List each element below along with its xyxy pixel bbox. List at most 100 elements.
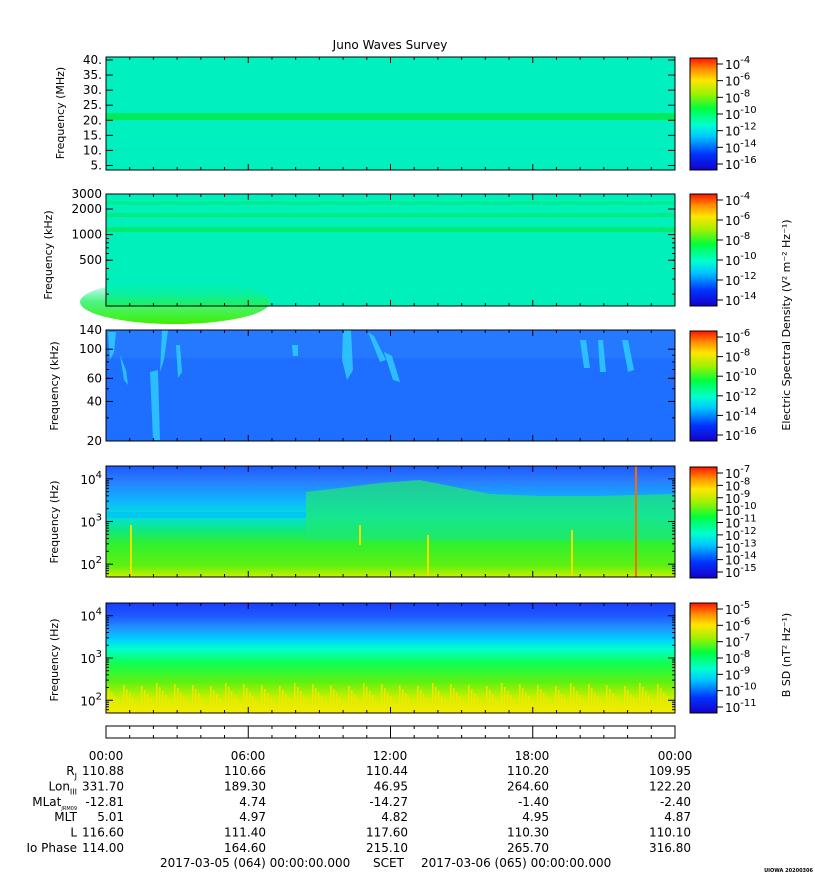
spike [405, 693, 407, 713]
ephemeris-label: MLT [54, 810, 77, 824]
y-tick-label: 140 [79, 323, 102, 337]
spike [378, 703, 380, 713]
spike [258, 704, 260, 713]
spike [654, 703, 656, 713]
spike [336, 693, 338, 713]
spike [462, 700, 464, 713]
spike [507, 691, 509, 713]
spike [591, 688, 593, 713]
y-tick-label: 20. [83, 113, 102, 127]
y-tick-label: 40 [87, 394, 102, 408]
spike [360, 702, 362, 713]
spike [318, 692, 320, 713]
spike [597, 696, 599, 713]
colorbar-lf-khz [690, 331, 717, 441]
spike [306, 699, 308, 713]
spike [165, 695, 167, 713]
spike [216, 694, 218, 713]
spike [375, 699, 377, 713]
spike [273, 701, 275, 713]
spike [522, 688, 524, 713]
spike [645, 691, 647, 713]
ephemeris-value: 117.60 [366, 826, 408, 840]
spike [351, 690, 353, 713]
ephemeris-value: 109.95 [649, 764, 691, 778]
spike [366, 687, 368, 713]
spike [126, 689, 128, 713]
colorbar-tick-label: 10-12 [725, 271, 757, 288]
y-tick-label: 40. [83, 53, 102, 67]
colorbar-ticks-e-hz: 10-710-810-910-1010-1110-1210-1310-1410-… [717, 464, 757, 580]
spike [477, 697, 479, 713]
time-axis-ticks [105, 726, 676, 738]
spike [207, 705, 209, 713]
colorbar-tick-label: 10-6 [725, 616, 750, 633]
spike [669, 700, 671, 713]
y-tick-label: 102 [80, 555, 102, 572]
band-2000khz [106, 201, 675, 205]
ephemeris-value: 110.20 [507, 764, 549, 778]
spike [579, 695, 581, 713]
colorbar-hf-khz [690, 194, 717, 306]
spike [363, 683, 365, 713]
spike [285, 694, 287, 713]
ephemeris-value: 110.30 [507, 826, 549, 840]
ylabel-hf-mhz: Frequency (MHz) [54, 67, 67, 159]
spike [228, 687, 230, 713]
colorbar-tick-label: 10-12 [725, 387, 757, 404]
colorbar-tick-label: 10-14 [725, 291, 757, 308]
y-tick-label: 103 [80, 513, 102, 530]
spike [381, 684, 383, 713]
spike [144, 690, 146, 713]
spike [639, 683, 641, 713]
spike [138, 705, 140, 713]
spike [636, 702, 638, 713]
low-freq-spikes [108, 683, 674, 713]
colorbar-tick-label: 10-10 [725, 682, 757, 699]
ephemeris-value: 4.82 [381, 810, 408, 824]
spike [495, 698, 497, 713]
spike [504, 687, 506, 713]
spike [195, 689, 197, 713]
ephemeris-value: 110.44 [366, 764, 408, 778]
spike [528, 696, 530, 713]
spike [582, 699, 584, 713]
spike [600, 700, 602, 713]
credit-stamp: UIOWA 20200306 [764, 868, 813, 874]
spike [135, 701, 137, 713]
spike [219, 698, 221, 713]
spike [615, 697, 617, 713]
spike [288, 698, 290, 713]
y-tick-label: 30. [83, 83, 102, 97]
spike [222, 702, 224, 713]
hiss-band [106, 512, 306, 518]
yaxis-hf-mhz: 5.10.15.20.25.30.35.40. [83, 53, 675, 172]
spike [297, 687, 299, 713]
ephemeris-value: 110.10 [649, 826, 691, 840]
spike [603, 704, 605, 713]
band-low-mhz [106, 148, 675, 151]
y-tick-label: 103 [80, 649, 102, 666]
spike [450, 684, 452, 713]
spike [342, 701, 344, 713]
colorbar-tick-label: 10-6 [725, 328, 750, 345]
footer-start-time: 2017-03-05 (064) 00:00:00.000 [160, 856, 350, 870]
ephemeris-value: 4.97 [239, 810, 266, 824]
colorbar-tick-label: 10-6 [725, 72, 750, 89]
ephemeris-value: 114.00 [82, 841, 124, 855]
spike [150, 698, 152, 713]
time-tick-label: 00:00 [658, 749, 693, 763]
spike [312, 684, 314, 713]
spike [666, 696, 668, 713]
spike [204, 701, 206, 713]
spike [111, 692, 113, 713]
ephemeris-value: 5.01 [97, 810, 124, 824]
spike [480, 701, 482, 713]
y-tick-label: 10. [83, 143, 102, 157]
spike [192, 685, 194, 713]
colorbar-frame-hf-khz [689, 193, 718, 307]
ephemeris-value: -12.81 [85, 795, 124, 809]
spike [648, 695, 650, 713]
